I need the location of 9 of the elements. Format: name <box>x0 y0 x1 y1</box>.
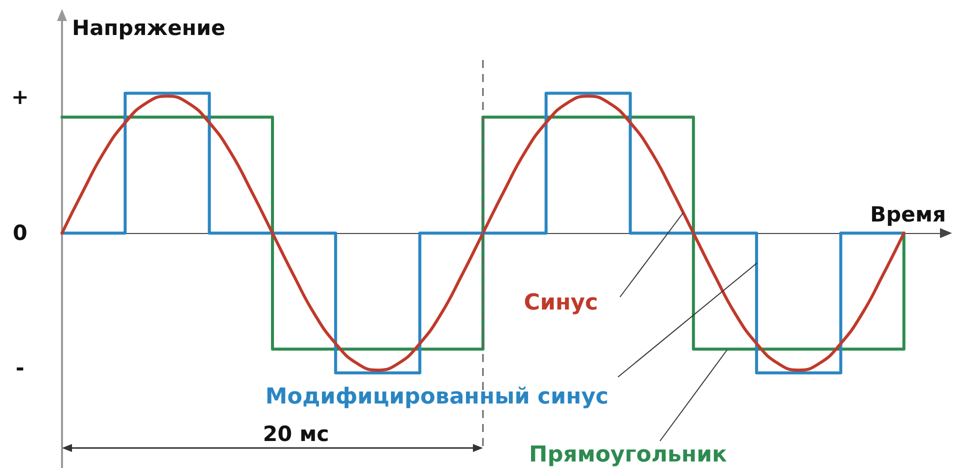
text: + <box>11 85 29 109</box>
text: 0 <box>12 221 28 245</box>
text: 20 мс <box>262 422 330 446</box>
text: - <box>16 356 24 380</box>
text: Прямоугольник <box>529 442 728 468</box>
y-axis-title: Напряжение <box>72 16 226 40</box>
x-axis-title: Время <box>870 202 946 227</box>
text: Синус <box>524 290 598 316</box>
series-label: Модифицированный синус <box>265 384 609 410</box>
